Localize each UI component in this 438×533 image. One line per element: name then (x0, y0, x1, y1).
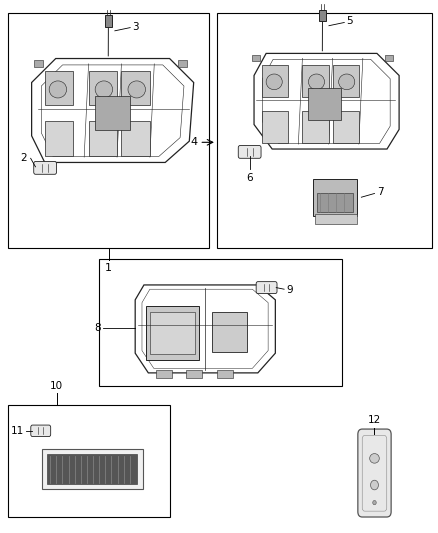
Bar (217, 13, 432, 248)
Text: 5: 5 (346, 17, 353, 27)
Text: 12: 12 (368, 415, 381, 425)
Bar (187, 370, 202, 378)
Text: 3: 3 (132, 21, 139, 31)
Ellipse shape (128, 81, 145, 98)
Bar (47, 455, 137, 484)
Ellipse shape (373, 500, 376, 505)
Ellipse shape (95, 81, 113, 98)
Bar (156, 370, 172, 378)
Bar (217, 370, 233, 378)
Bar (88, 71, 117, 106)
Bar (313, 179, 357, 216)
Text: 2: 2 (21, 154, 27, 163)
FancyBboxPatch shape (256, 281, 277, 294)
Text: 7: 7 (377, 188, 383, 197)
Bar (88, 121, 117, 156)
Bar (262, 111, 288, 143)
Bar (302, 64, 328, 96)
Ellipse shape (308, 74, 325, 90)
Bar (8, 405, 170, 517)
Bar (302, 111, 328, 143)
Bar (45, 71, 73, 106)
Ellipse shape (371, 480, 378, 490)
Bar (385, 55, 393, 61)
FancyBboxPatch shape (34, 161, 57, 174)
Text: 4: 4 (190, 138, 197, 147)
Bar (319, 10, 326, 21)
Bar (45, 121, 73, 156)
Bar (212, 312, 247, 352)
Bar (121, 71, 150, 106)
Bar (34, 60, 42, 67)
Bar (150, 312, 195, 354)
Bar (146, 306, 199, 360)
FancyBboxPatch shape (238, 146, 261, 158)
Bar (99, 259, 342, 386)
Bar (332, 111, 359, 143)
Bar (315, 214, 357, 224)
Text: 8: 8 (94, 322, 101, 333)
Bar (95, 96, 130, 131)
Bar (105, 15, 112, 27)
Bar (308, 88, 341, 119)
FancyBboxPatch shape (31, 425, 51, 437)
Bar (8, 13, 209, 248)
Bar (262, 64, 288, 96)
Bar (121, 121, 150, 156)
Bar (332, 64, 359, 96)
Ellipse shape (266, 74, 282, 90)
Text: 9: 9 (286, 285, 293, 295)
Ellipse shape (370, 454, 379, 463)
Text: 10: 10 (50, 381, 63, 391)
Bar (178, 60, 187, 67)
FancyBboxPatch shape (358, 429, 391, 517)
Text: 6: 6 (246, 173, 253, 183)
Ellipse shape (339, 74, 355, 90)
Bar (42, 449, 142, 489)
Text: 11: 11 (11, 426, 24, 436)
Ellipse shape (49, 81, 67, 98)
Bar (252, 55, 260, 61)
Text: 1: 1 (105, 263, 112, 273)
Bar (317, 193, 353, 212)
